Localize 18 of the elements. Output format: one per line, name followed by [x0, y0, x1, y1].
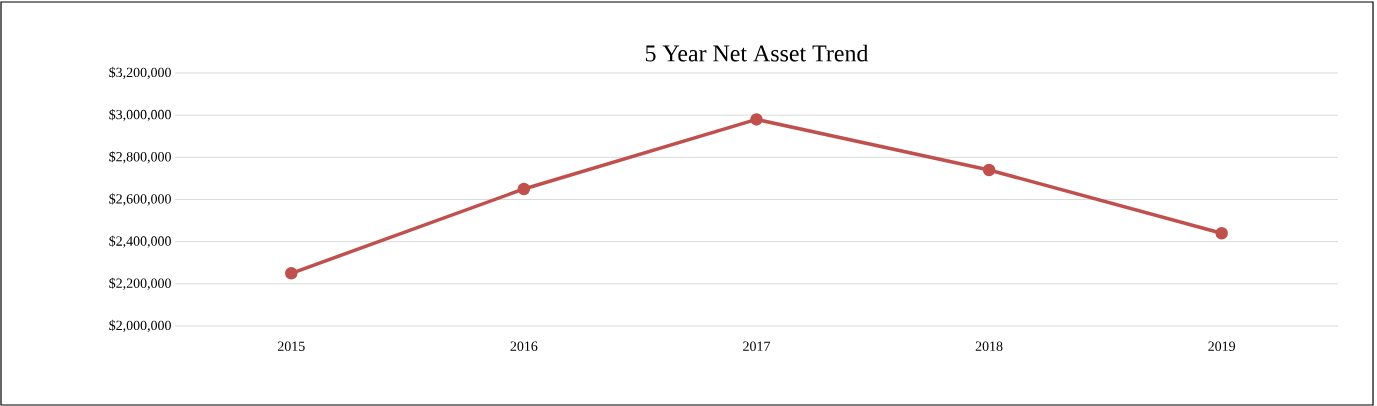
point: [750, 113, 763, 126]
point: [1215, 226, 1228, 240]
x-tick-label: 2015: [277, 341, 305, 351]
y-tick-label: $3,200,000: [109, 66, 171, 80]
x-tick-label: 2016: [510, 341, 538, 351]
x-tick-label: 2017: [743, 341, 771, 351]
y-tick-label: $2,400,000: [109, 235, 171, 248]
point: [517, 182, 531, 196]
y-tick-label: $2,200,000: [109, 277, 171, 290]
y-tick-label: $3,000,000: [109, 109, 171, 122]
x-tick-label: 2018: [975, 341, 1003, 351]
y-tick-label: $2,800,000: [109, 151, 171, 164]
y-tick-label: $2,000,000: [109, 319, 171, 333]
y-tick-label: $2,600,000: [109, 193, 171, 206]
point: [982, 163, 996, 177]
chart-title: 5 Year Net Asset Trend: [645, 44, 869, 62]
point: [285, 267, 298, 280]
x-tick-label: 2019: [1208, 341, 1236, 351]
